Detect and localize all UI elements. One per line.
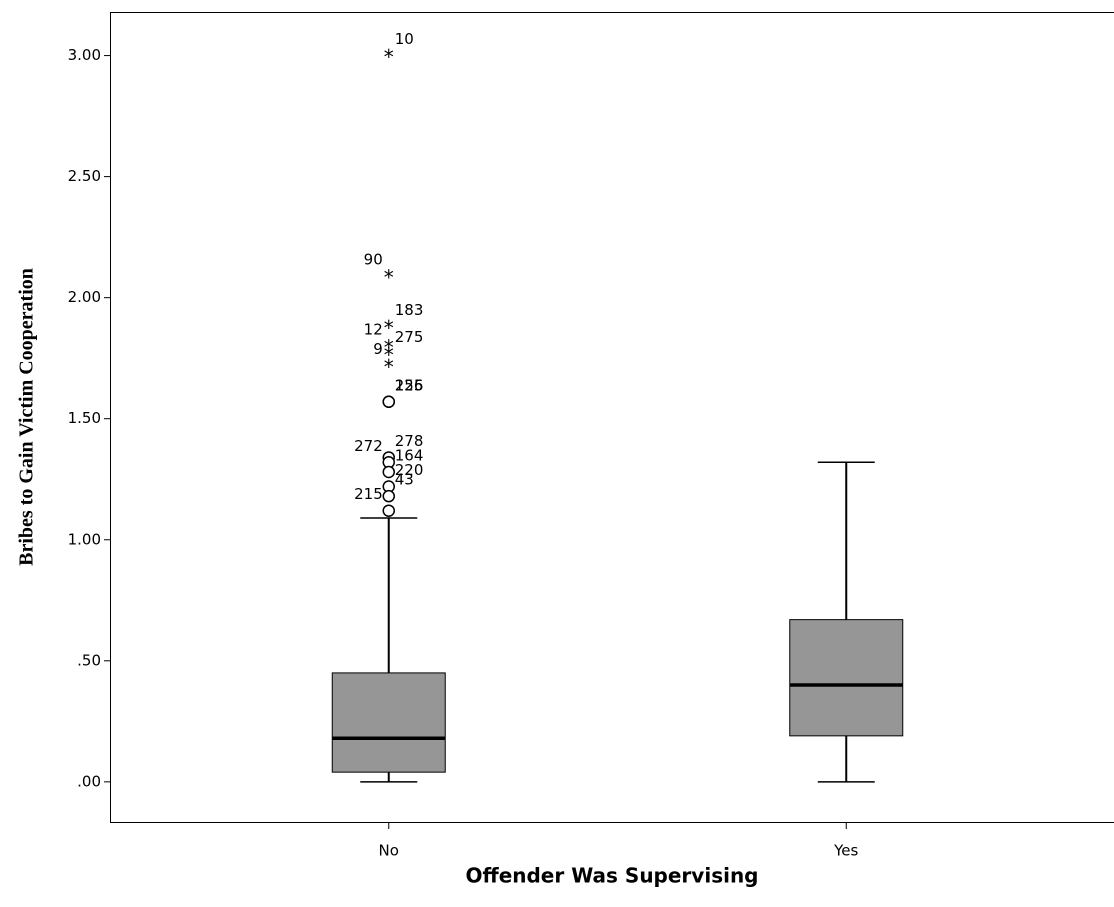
plot-frame xyxy=(110,12,1114,823)
box xyxy=(789,619,904,737)
box xyxy=(331,672,446,773)
y-tick-label: 3.00 xyxy=(68,46,101,64)
y-tick-label: 2.50 xyxy=(68,167,101,185)
extreme-point: * xyxy=(384,45,394,69)
outlier-label: 90 xyxy=(364,250,383,268)
outlier-point xyxy=(382,504,395,517)
extreme-point: * xyxy=(384,343,394,367)
extreme-point: * xyxy=(384,316,394,340)
y-axis-title: Bribes to Gain Victim Cooperation xyxy=(16,268,38,566)
outlier-label: 278 xyxy=(395,432,424,450)
outlier-label: 12 xyxy=(364,321,383,339)
outlier-label: 10 xyxy=(395,30,414,48)
outlier-label: 43 xyxy=(395,471,414,489)
outlier-label: 255 xyxy=(395,376,424,394)
extreme-point: * xyxy=(384,265,394,289)
extreme-point: * xyxy=(384,336,394,360)
x-axis-title: Offender Was Supervising xyxy=(465,864,758,888)
outlier-label: 275 xyxy=(395,328,424,346)
outlier-label: 9 xyxy=(373,340,383,358)
y-tick-label: 1.50 xyxy=(68,409,101,427)
x-tick-label: No xyxy=(379,842,399,860)
outlier-label: 272 xyxy=(354,437,383,455)
y-tick-label: 2.00 xyxy=(68,288,101,306)
extreme-point: * xyxy=(384,355,394,379)
x-tick-label: Yes xyxy=(833,842,858,860)
outlier-label: 220 xyxy=(395,461,424,479)
outlier-label: 183 xyxy=(395,301,424,319)
outlier-point xyxy=(382,465,395,479)
y-tick-label: .00 xyxy=(77,772,101,790)
y-tick-label: .50 xyxy=(77,651,101,669)
outlier-label: 126 xyxy=(395,376,424,394)
outlier-label: 164 xyxy=(395,446,424,464)
y-tick-label: 1.00 xyxy=(68,530,101,548)
outlier-point xyxy=(382,395,395,409)
outlier-point xyxy=(382,489,395,503)
outlier-label: 215 xyxy=(354,485,383,503)
